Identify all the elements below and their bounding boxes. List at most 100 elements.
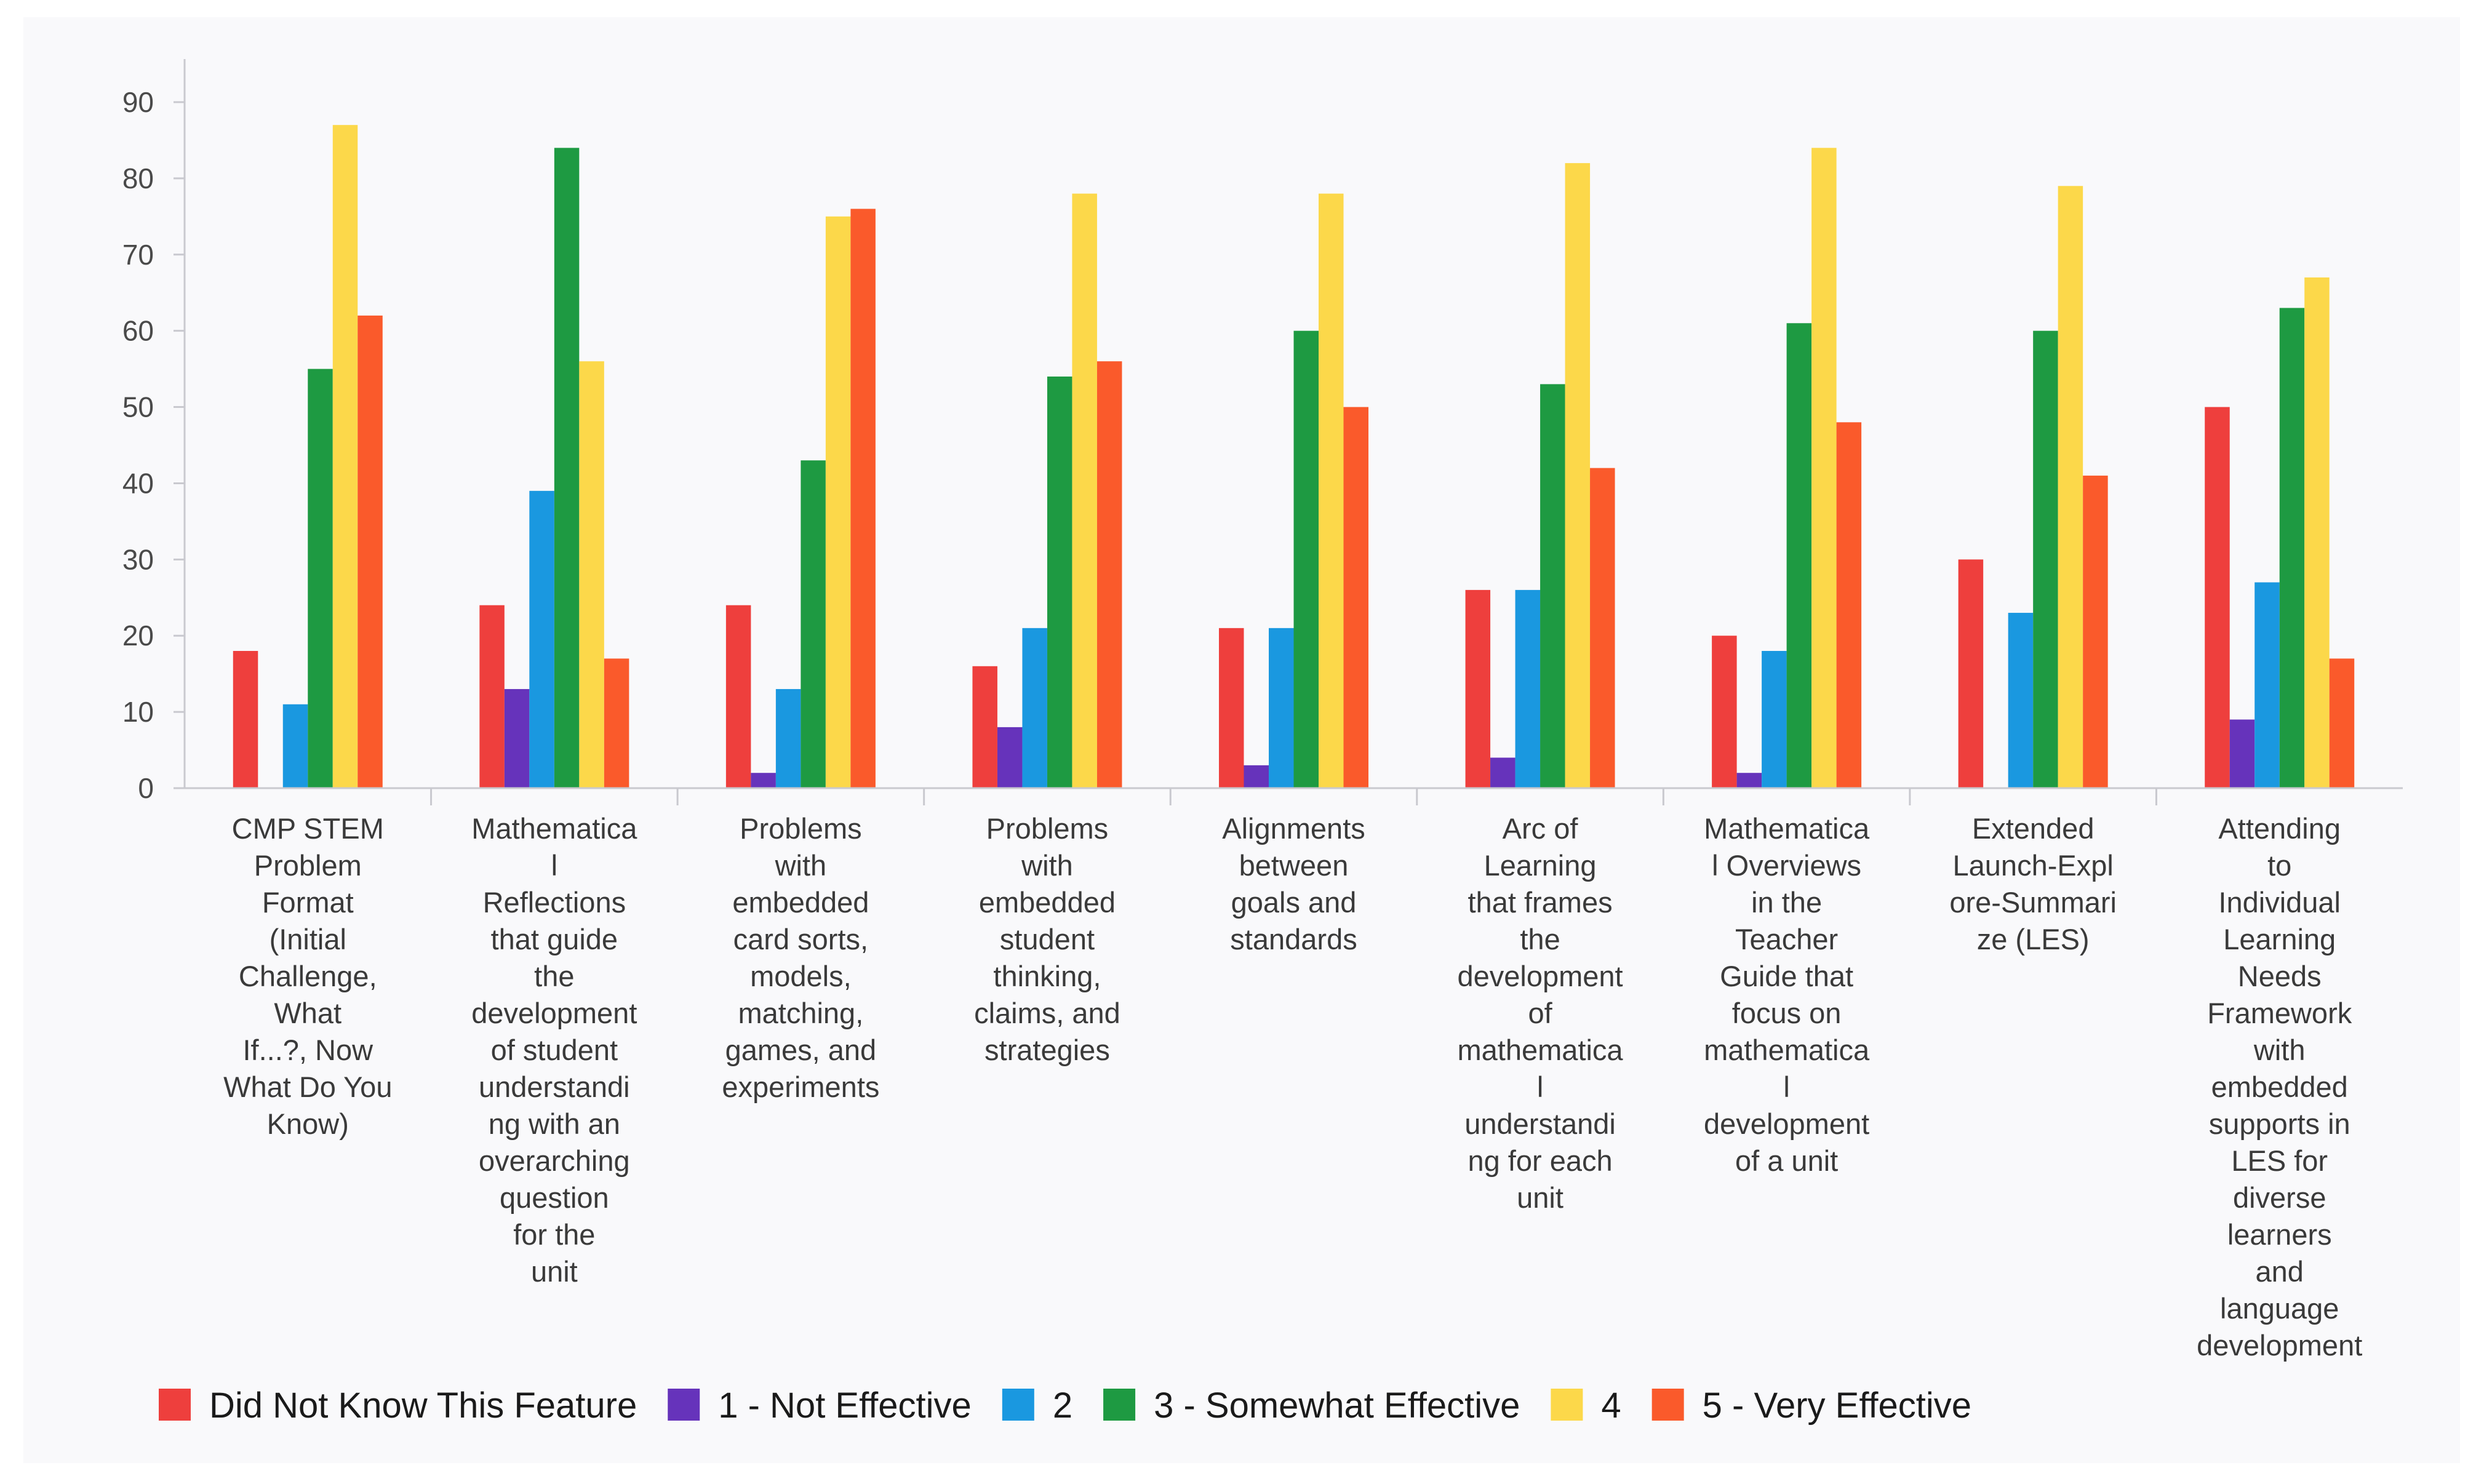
bar-2-series-4 — [554, 148, 580, 788]
bar-8-series-6 — [2083, 476, 2108, 788]
legend-label-3: 2 — [1053, 1386, 1072, 1426]
bar-4-series-3 — [1022, 628, 1047, 788]
category-label-line: Arc of — [1503, 812, 1579, 845]
category-label-line: mathematica — [1458, 1034, 1624, 1066]
bar-5-series-1 — [1219, 628, 1244, 788]
category-label-line: between — [1239, 849, 1349, 882]
category-label-line: (Initial — [270, 923, 346, 955]
category-label-line: focus on — [1732, 997, 1842, 1029]
category-label-line: Alignments — [1222, 812, 1365, 845]
category-label-9: Attending to Individual Learning Needs Framew… — [2197, 812, 2362, 1362]
bar-7-series-2 — [1736, 773, 1762, 788]
bar-1-series-4 — [308, 369, 333, 788]
bar-8-series-5 — [2058, 186, 2083, 788]
bar-3-series-1 — [725, 605, 751, 788]
category-label-line: What Do You — [223, 1071, 392, 1103]
y-tick-label: 50 — [122, 391, 154, 423]
legend-label-5: 4 — [1601, 1386, 1621, 1426]
category-label-line: ng with an — [489, 1107, 620, 1140]
category-label-line: learners — [2227, 1218, 2332, 1251]
category-label-line: to — [2267, 849, 2291, 882]
category-label-line: development — [2197, 1329, 2362, 1362]
bar-3-series-2 — [751, 773, 776, 788]
category-label-line: Attending — [2218, 812, 2341, 845]
category-label-line: understandi — [1464, 1107, 1616, 1140]
category-label-6: Arc of Learning that frames the development o… — [1457, 812, 1623, 1214]
category-label-line: Learning — [2223, 923, 2336, 955]
bar-7-series-5 — [1811, 148, 1837, 788]
category-label-line: models, — [750, 960, 852, 992]
category-label-line: embedded — [979, 886, 1116, 919]
bar-5-series-2 — [1244, 765, 1269, 788]
bar-1-series-6 — [357, 315, 383, 788]
bar-7-series-4 — [1786, 323, 1812, 788]
bar-9-series-5 — [2304, 277, 2330, 788]
category-label-4: Problems with embedded student thinking, clai… — [974, 812, 1120, 1066]
category-label-line: of a unit — [1735, 1144, 1838, 1177]
category-label-line: diverse — [2233, 1181, 2326, 1214]
category-label-line: embedded — [732, 886, 869, 919]
bar-2-series-1 — [479, 605, 505, 788]
bar-1-series-3 — [282, 704, 308, 788]
bars — [233, 125, 2355, 789]
category-label-line: If...?, Now — [242, 1034, 373, 1066]
bar-9-series-2 — [2229, 719, 2255, 788]
category-label-5: Alignments between goals and standards — [1222, 812, 1365, 955]
bar-4-series-2 — [997, 727, 1023, 788]
category-label-line: ng for each — [1468, 1144, 1612, 1177]
bar-9-series-3 — [2254, 582, 2280, 788]
category-label-line: Framework — [2207, 997, 2352, 1029]
category-label-line: development — [1704, 1107, 1869, 1140]
category-label-line: overarching — [479, 1144, 630, 1177]
category-label-line: Format — [262, 886, 354, 919]
category-label-line: unit — [531, 1255, 578, 1288]
category-label-line: for the — [513, 1218, 595, 1251]
category-label-1: CMP STEM Problem Format (Initial Challenge, W… — [223, 812, 392, 1140]
legend-label-1: Did Not Know This Feature — [209, 1386, 637, 1426]
category-label-line: claims, and — [974, 997, 1120, 1029]
category-label-line: Problem — [254, 849, 362, 882]
category-label-line: and — [2256, 1255, 2304, 1288]
category-label-line: in the — [1751, 886, 1822, 919]
legend-label-6: 5 - Very Effective — [1703, 1386, 1971, 1426]
legend-swatch-4 — [1103, 1389, 1136, 1421]
category-label-line: language — [2220, 1292, 2339, 1325]
category-label-line: embedded — [2211, 1071, 2348, 1103]
y-tick-label: 20 — [122, 620, 154, 652]
bar-6-series-4 — [1540, 384, 1565, 788]
bar-6-series-6 — [1590, 468, 1615, 788]
legend: Did Not Know This Feature 1 - Not Effecti… — [159, 1386, 1971, 1426]
bar-1-series-1 — [233, 651, 258, 788]
category-label-line: Needs — [2238, 960, 2322, 992]
bar-8-series-4 — [2033, 330, 2058, 788]
category-label-line: the — [1520, 923, 1560, 955]
legend-swatch-2 — [668, 1389, 700, 1421]
x-axis: CMP STEM Problem Format (Initial Challenge, W… — [185, 787, 2403, 1362]
category-label-line: with — [2253, 1034, 2306, 1066]
category-label-line: development — [471, 997, 637, 1029]
bar-4-series-5 — [1072, 193, 1097, 789]
bar-2-series-3 — [529, 490, 554, 788]
bar-3-series-3 — [775, 688, 801, 788]
bar-1-series-5 — [332, 125, 358, 789]
category-label-line: question — [500, 1181, 609, 1214]
category-label-line: Individual — [2218, 886, 2341, 919]
category-label-2: Mathematica l Reflections that guide the deve… — [471, 812, 637, 1288]
bar-5-series-3 — [1269, 628, 1294, 788]
y-tick-label: 0 — [138, 772, 154, 804]
category-label-line: thinking, — [993, 960, 1101, 992]
bar-3-series-5 — [825, 216, 851, 788]
bar-6-series-3 — [1515, 589, 1541, 788]
category-label-line: Guide that — [1720, 960, 1853, 992]
category-label-line: Challenge, — [239, 960, 377, 992]
category-label-line: games, and — [725, 1034, 877, 1066]
category-label-line: understandi — [479, 1071, 630, 1103]
bar-5-series-6 — [1343, 407, 1368, 788]
bar-9-series-4 — [2279, 308, 2305, 788]
bar-9-series-6 — [2329, 658, 2355, 788]
category-label-line: Learning — [1484, 849, 1597, 882]
category-label-line: CMP STEM — [232, 812, 384, 845]
category-label-line: l Overviews — [1712, 849, 1861, 882]
category-label-line: the — [534, 960, 574, 992]
category-label-line: that frames — [1468, 886, 1613, 919]
